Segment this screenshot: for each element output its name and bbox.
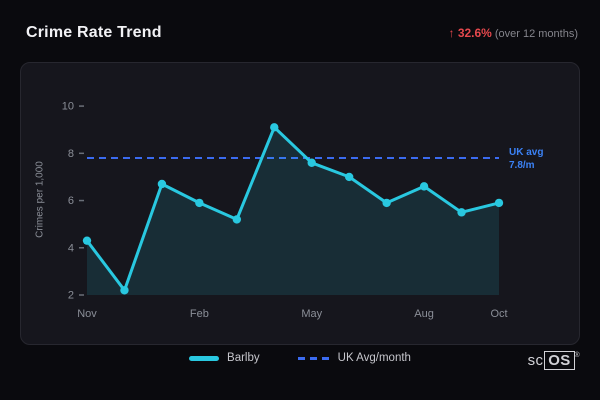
data-point	[457, 208, 466, 217]
y-tick-label: 2	[68, 290, 74, 302]
legend-label-uk-avg: UK Avg/month	[337, 352, 411, 364]
scos-logo: sc OS ®	[527, 351, 580, 370]
y-tick-label: 10	[62, 101, 74, 113]
up-arrow-icon: ↑	[448, 26, 455, 40]
logo-prefix: sc	[527, 352, 544, 369]
delta-badge: ↑ 32.6%	[448, 26, 491, 40]
y-tick-label: 6	[68, 195, 74, 207]
chart-legend: Barlby UK Avg/month	[0, 352, 600, 364]
legend-item-uk-avg[interactable]: UK Avg/month	[297, 352, 411, 364]
line-chart: 2 4 6 8 10 Nov Feb May Aug Oct UK avg 7.8/m	[62, 101, 544, 320]
legend-label-barlby: Barlby	[227, 352, 260, 364]
x-tick-label: Aug	[414, 308, 434, 320]
delta-value: 32.6%	[457, 26, 492, 40]
data-point	[270, 123, 279, 132]
x-tick-label: Feb	[190, 308, 209, 320]
data-point	[307, 158, 316, 167]
logo-boxed-text: OS	[544, 351, 575, 370]
data-point	[382, 198, 391, 208]
data-point	[82, 236, 92, 245]
data-point	[195, 198, 204, 208]
data-point	[419, 182, 429, 191]
series-area	[87, 127, 499, 295]
data-point	[344, 172, 354, 182]
x-tick-label: Nov	[77, 308, 97, 320]
chart-card: Crimes per 1,000 2 4 6 8 10 Nov Feb May Aug Oct UK…	[20, 62, 580, 345]
header: Crime Rate Trend ↑ 32.6% (over 12 months)	[26, 24, 578, 42]
x-tick-label: May	[301, 308, 322, 320]
page-title: Crime Rate Trend	[26, 24, 162, 41]
x-tick-label: Oct	[490, 308, 507, 320]
registered-mark: ®	[574, 352, 580, 359]
uk-avg-dash-swatch	[297, 356, 330, 360]
legend-item-barlby[interactable]: Barlby	[189, 352, 260, 364]
barlby-line-swatch	[189, 355, 220, 361]
y-tick-label: 8	[68, 148, 74, 160]
data-point	[232, 215, 242, 224]
delta-note: (over 12 months)	[494, 28, 578, 40]
series-line	[85, 125, 501, 292]
data-point	[157, 179, 167, 189]
y-tick-label: 4	[68, 242, 74, 254]
data-point	[494, 198, 504, 208]
data-point	[120, 286, 129, 295]
uk-avg-annotation: 7.8/m	[509, 160, 535, 171]
trend-stat: ↑ 32.6% (over 12 months)	[448, 26, 578, 40]
uk-avg-annotation: UK avg	[509, 147, 543, 158]
